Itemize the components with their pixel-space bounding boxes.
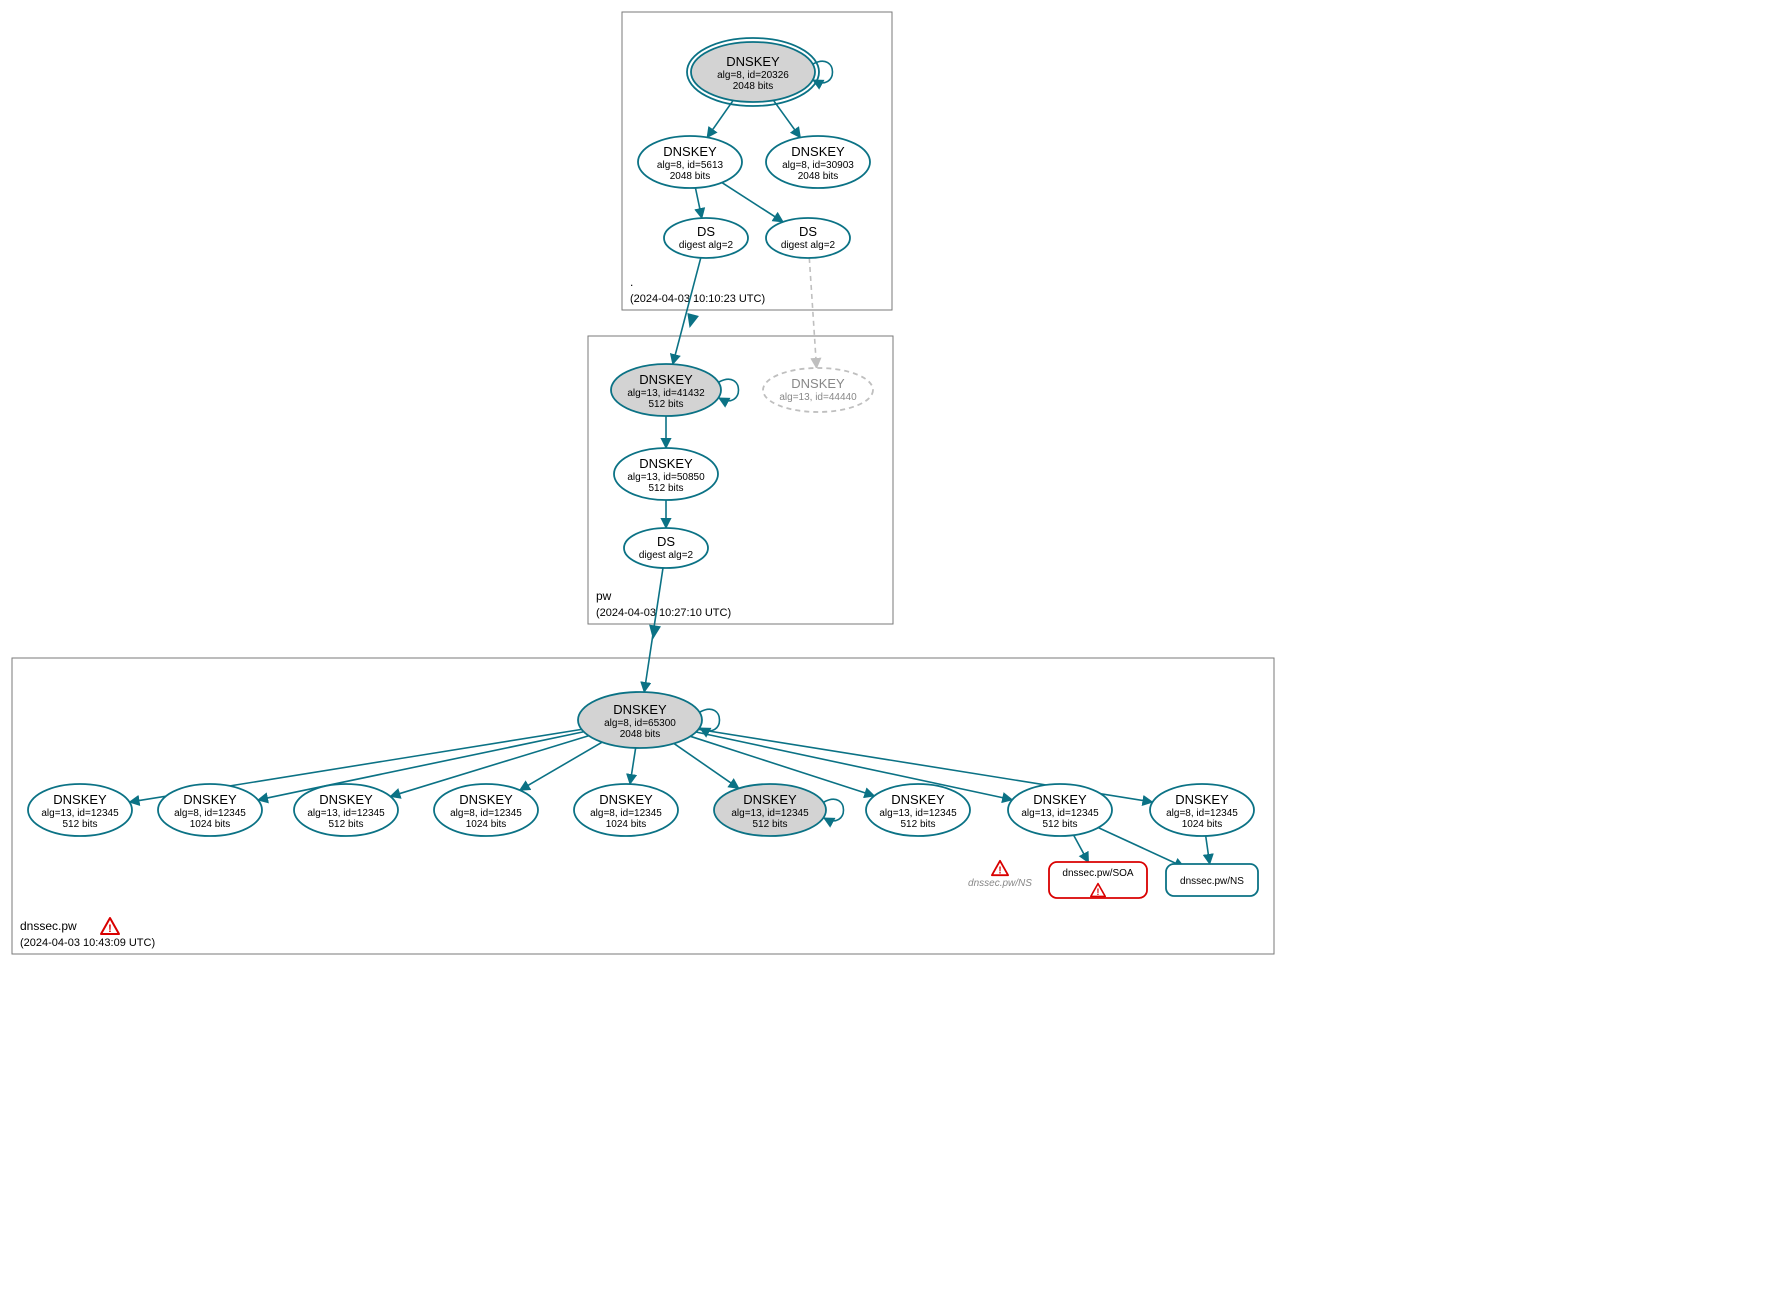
svg-text:dnssec.pw/NS: dnssec.pw/NS [968,878,1032,889]
svg-text:1024 bits: 1024 bits [1182,819,1223,830]
svg-text:dnssec.pw: dnssec.pw [20,919,77,933]
svg-text:dnssec.pw/NS: dnssec.pw/NS [1180,876,1244,887]
svg-text:dnssec.pw/SOA: dnssec.pw/SOA [1062,868,1133,879]
edge [1074,835,1089,862]
svg-text:alg=8, id=12345: alg=8, id=12345 [174,808,246,819]
svg-text:digest alg=2: digest alg=2 [639,550,694,561]
svg-text:DS: DS [657,534,675,549]
svg-text:1024 bits: 1024 bits [190,819,231,830]
svg-text:DNSKEY: DNSKEY [459,792,513,807]
svg-text:alg=8, id=12345: alg=8, id=12345 [590,808,662,819]
svg-text:DNSKEY: DNSKEY [1033,792,1087,807]
svg-text:alg=13, id=50850: alg=13, id=50850 [627,472,705,483]
svg-text:2048 bits: 2048 bits [670,171,711,182]
svg-text:(2024-04-03 10:10:23 UTC): (2024-04-03 10:10:23 UTC) [630,293,765,305]
svg-text:512 bits: 512 bits [648,399,683,410]
svg-text:DS: DS [799,224,817,239]
svg-text:alg=8, id=30903: alg=8, id=30903 [782,160,854,171]
svg-text:(2024-04-03 10:27:10 UTC): (2024-04-03 10:27:10 UTC) [596,607,731,619]
svg-text:alg=8, id=65300: alg=8, id=65300 [604,718,676,729]
edge [722,183,783,222]
svg-text:512 bits: 512 bits [752,819,787,830]
svg-text:alg=8, id=12345: alg=8, id=12345 [1166,808,1238,819]
svg-text:DNSKEY: DNSKEY [1175,792,1229,807]
svg-text:DNSKEY: DNSKEY [639,372,693,387]
svg-text:digest alg=2: digest alg=2 [679,240,734,251]
edge [695,188,701,218]
svg-text:!: ! [1097,887,1100,897]
svg-text:DNSKEY: DNSKEY [613,702,667,717]
svg-text:DNSKEY: DNSKEY [639,456,693,471]
dnssec-diagram: . (2024-04-03 10:10:23 UTC) pw (2024-04-03 … [0,0,1776,1292]
edge [809,258,816,368]
svg-text:2048 bits: 2048 bits [798,171,839,182]
svg-text:512 bits: 512 bits [1042,819,1077,830]
svg-text:pw: pw [596,589,612,603]
edge [707,100,733,137]
svg-text:alg=13, id=12345: alg=13, id=12345 [879,808,957,819]
svg-text:digest alg=2: digest alg=2 [781,240,836,251]
svg-text:1024 bits: 1024 bits [466,819,507,830]
warning-icon: ! [101,918,119,935]
svg-text:512 bits: 512 bits [900,819,935,830]
svg-text:DNSKEY: DNSKEY [183,792,237,807]
edge [258,732,584,800]
svg-text:alg=13, id=12345: alg=13, id=12345 [307,808,385,819]
svg-text:DNSKEY: DNSKEY [743,792,797,807]
svg-text:DNSKEY: DNSKEY [53,792,107,807]
svg-text:2048 bits: 2048 bits [620,729,661,740]
edge [673,258,701,364]
svg-text:alg=13, id=41432: alg=13, id=41432 [627,388,705,399]
svg-text:512 bits: 512 bits [648,483,683,494]
edge [674,743,739,788]
svg-text:DS: DS [697,224,715,239]
svg-text:1024 bits: 1024 bits [606,819,647,830]
svg-text:alg=13, id=12345: alg=13, id=12345 [731,808,809,819]
svg-text:alg=13, id=12345: alg=13, id=12345 [1021,808,1099,819]
edge [1206,836,1210,864]
svg-text:alg=8, id=20326: alg=8, id=20326 [717,70,789,81]
svg-text:DNSKEY: DNSKEY [791,376,845,391]
svg-text:alg=8, id=12345: alg=8, id=12345 [450,808,522,819]
svg-text:2048 bits: 2048 bits [733,81,774,92]
svg-text:DNSKEY: DNSKEY [319,792,373,807]
svg-text:!: ! [998,865,1001,876]
svg-text:512 bits: 512 bits [328,819,363,830]
svg-text:alg=13, id=12345: alg=13, id=12345 [41,808,119,819]
svg-text:alg=13, id=44440: alg=13, id=44440 [779,392,857,403]
svg-text:!: ! [108,923,112,935]
edge [630,748,636,784]
svg-text:DNSKEY: DNSKEY [663,144,717,159]
svg-text:DNSKEY: DNSKEY [791,144,845,159]
svg-text:DNSKEY: DNSKEY [599,792,653,807]
svg-text:(2024-04-03 10:43:09 UTC): (2024-04-03 10:43:09 UTC) [20,937,155,949]
svg-text:512 bits: 512 bits [62,819,97,830]
warning-label: ! [992,861,1008,877]
edge [520,742,602,790]
svg-text:DNSKEY: DNSKEY [891,792,945,807]
svg-text:.: . [630,275,633,289]
edge [773,100,800,137]
svg-text:DNSKEY: DNSKEY [726,54,780,69]
svg-text:alg=8, id=5613: alg=8, id=5613 [657,160,724,171]
